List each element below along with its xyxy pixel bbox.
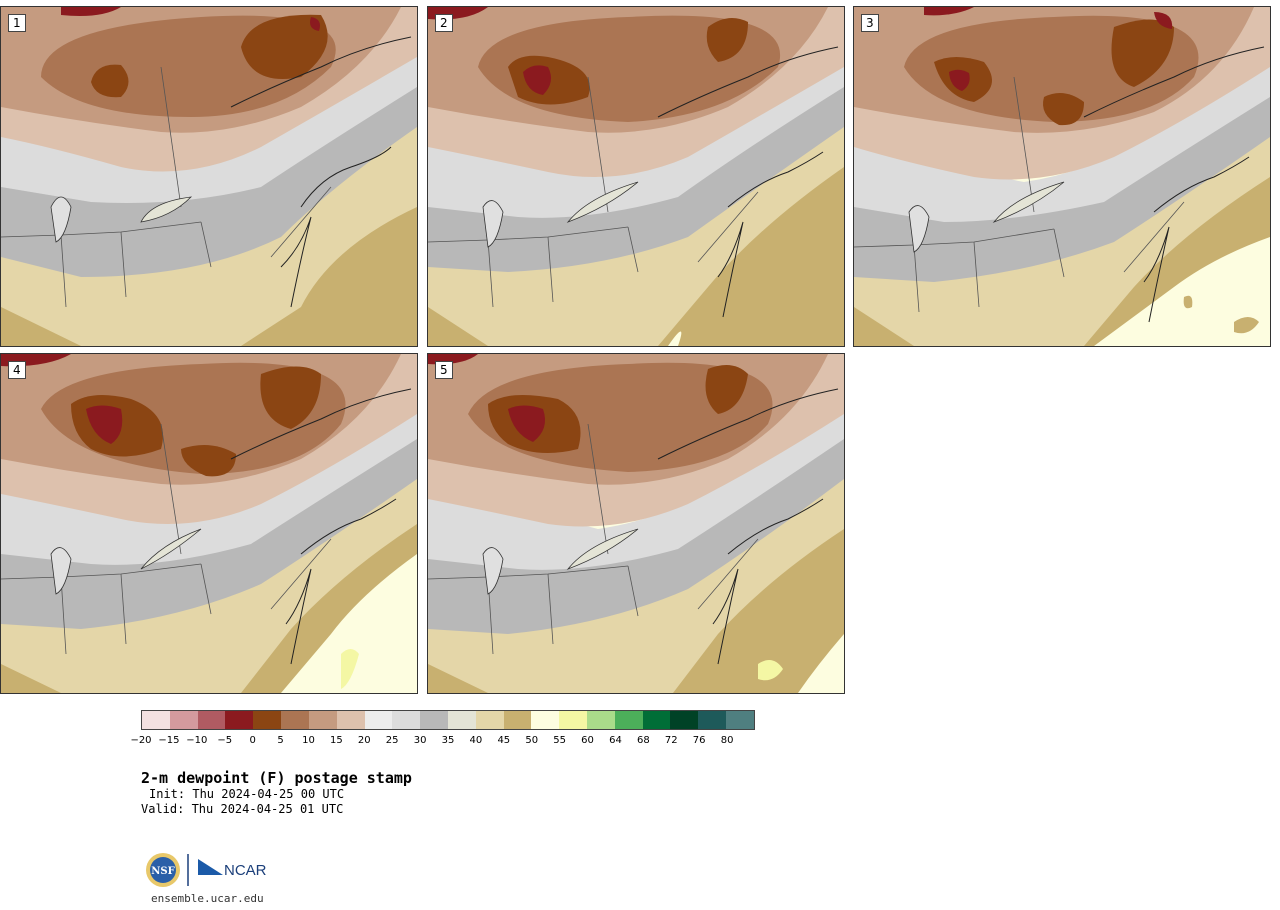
dewpoint-colorbar [141, 710, 755, 730]
colorbar-tick-label: −10 [186, 735, 208, 746]
colorbar-swatch [614, 711, 643, 729]
colorbar-tick-label: 45 [497, 735, 511, 746]
colorbar-swatch [197, 711, 226, 729]
colorbar-tick-label: 50 [525, 735, 539, 746]
nsf-logo-text: NSF [151, 866, 174, 877]
colorbar-tick-label: 10 [302, 735, 315, 746]
colorbar-swatch [531, 711, 560, 729]
member-number-badge: 4 [8, 361, 26, 379]
colorbar-swatch [253, 711, 282, 729]
colorbar-swatch [698, 711, 727, 729]
colorbar-tick-label: 5 [277, 735, 284, 746]
colorbar-swatch [392, 711, 421, 729]
colorbar-swatch [587, 711, 615, 729]
colorbar-tick-label: 40 [469, 735, 483, 746]
colorbar-swatch [420, 711, 448, 729]
colorbar-tick-label: 64 [609, 735, 622, 746]
colorbar-swatch [142, 711, 170, 729]
colorbar-tick-label: 76 [692, 735, 706, 746]
colorbar-tick-label: −5 [217, 735, 233, 746]
colorbar-swatch [670, 711, 699, 729]
colorbar-tick-label: −15 [158, 735, 180, 746]
colorbar-swatch [475, 711, 504, 729]
footer-url: ensemble.ucar.edu [151, 892, 264, 905]
colorbar-tick-labels: −20 −15 −10 −5 0 5 10 15 20 25 30 35 40 45 50 55 60 64 68 7… [130, 735, 755, 749]
dewpoint-map-4 [1, 354, 417, 693]
map-panel-2: 2 [427, 6, 845, 347]
colorbar-tick-label: 60 [581, 735, 594, 746]
colorbar-swatch [281, 711, 309, 729]
colorbar-tick-label: 35 [441, 735, 455, 746]
map-panel-3: 3 [853, 6, 1271, 347]
init-time: Init: Thu 2024-04-25 00 UTC [149, 787, 345, 801]
chart-title: 2-m dewpoint (F) postage stamp [141, 769, 412, 787]
valid-time: Valid: Thu 2024-04-25 01 UTC [141, 802, 344, 816]
colorbar-swatch [503, 711, 532, 729]
map-panel-1: 1 [0, 6, 418, 347]
member-number-badge: 1 [8, 14, 26, 32]
ncar-logo-icon: NCAR [198, 859, 267, 879]
colorbar-tick-label: 55 [553, 735, 566, 746]
colorbar-tick-label: 68 [636, 735, 650, 746]
colorbar-tick-label: 30 [413, 735, 427, 746]
map-panel-4: 4 [0, 353, 418, 694]
colorbar-swatch [726, 711, 754, 729]
colorbar-swatch [336, 711, 365, 729]
colorbar-tick-label: −20 [130, 735, 152, 746]
colorbar-swatch [225, 711, 254, 729]
ncar-logo-text: NCAR [224, 862, 267, 879]
member-number-badge: 3 [861, 14, 879, 32]
dewpoint-map-1 [1, 7, 417, 346]
colorbar-swatch [364, 711, 393, 729]
dewpoint-map-5 [428, 354, 844, 693]
sponsor-logos: NSF NCAR [145, 851, 275, 889]
colorbar-swatch [447, 711, 476, 729]
colorbar-tick-label: 72 [664, 735, 678, 746]
colorbar-swatch [308, 711, 337, 729]
member-number-badge: 2 [435, 14, 453, 32]
dewpoint-map-3 [854, 7, 1270, 346]
dewpoint-map-2 [428, 7, 844, 346]
colorbar-tick-label: 80 [720, 735, 734, 746]
colorbar-tick-label: 0 [249, 735, 256, 746]
colorbar-swatch [642, 711, 671, 729]
colorbar-swatch [169, 711, 198, 729]
colorbar-tick-label: 15 [329, 735, 343, 746]
member-number-badge: 5 [435, 361, 453, 379]
colorbar-tick-label: 20 [357, 735, 371, 746]
colorbar-tick-label: 25 [385, 735, 399, 746]
colorbar-swatch [559, 711, 587, 729]
map-panel-5: 5 [427, 353, 845, 694]
nsf-logo-icon: NSF [146, 853, 180, 887]
